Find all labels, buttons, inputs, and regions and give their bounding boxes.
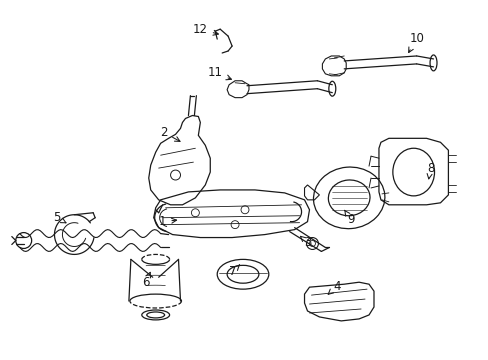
Text: 2: 2 — [160, 126, 180, 141]
Text: 9: 9 — [344, 210, 354, 226]
Text: 4: 4 — [327, 280, 340, 294]
Text: 5: 5 — [53, 211, 66, 224]
Text: 3: 3 — [300, 236, 310, 249]
Text: 10: 10 — [408, 32, 423, 53]
Text: 6: 6 — [142, 272, 150, 289]
Text: 7: 7 — [229, 265, 239, 278]
Text: 11: 11 — [207, 66, 231, 80]
Text: 8: 8 — [426, 162, 433, 179]
Text: 12: 12 — [192, 23, 218, 36]
Text: 1: 1 — [159, 215, 176, 228]
